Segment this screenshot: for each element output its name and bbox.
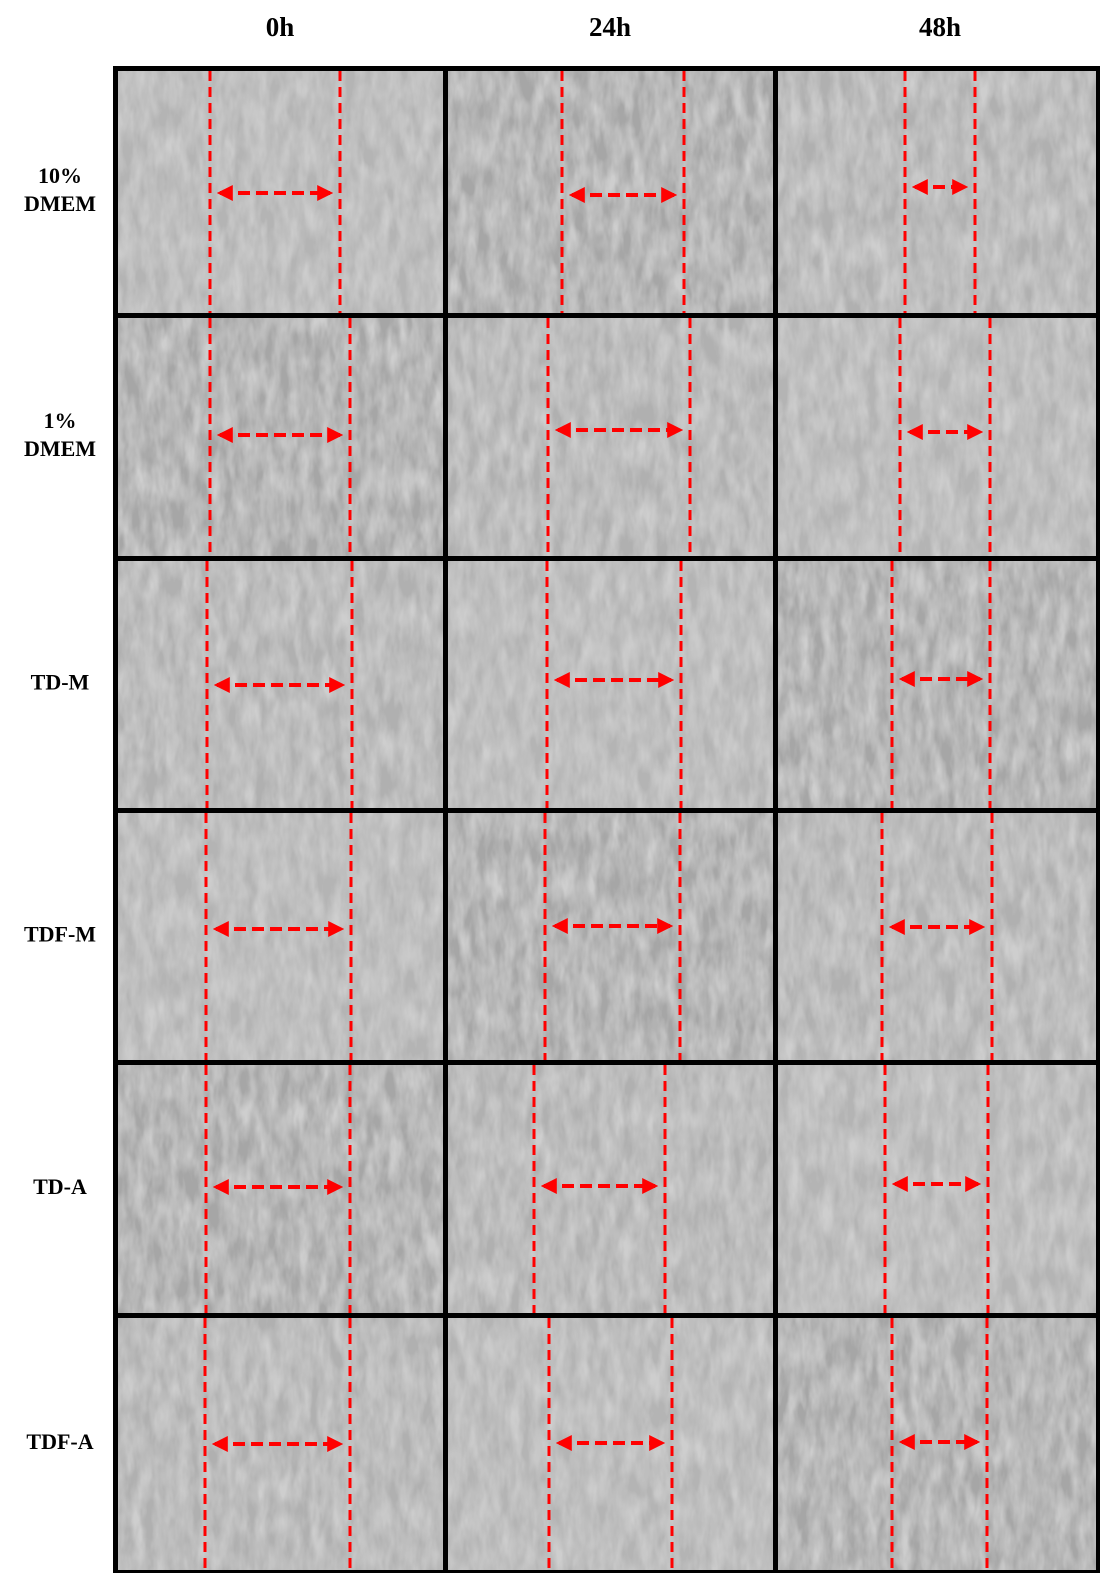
micrograph: [778, 1318, 1096, 1570]
micrograph-image: [448, 71, 773, 313]
micrograph: [448, 318, 773, 556]
micrograph-image: [778, 1065, 1096, 1313]
micrograph: [448, 1065, 773, 1313]
micrograph-image: [448, 1065, 773, 1313]
micrograph: [118, 318, 443, 556]
micrograph: [448, 813, 773, 1060]
row-label: DMEM: [24, 436, 96, 461]
column-header: 0h: [266, 12, 295, 42]
micrograph: [448, 71, 773, 313]
micrograph: [118, 1318, 443, 1570]
micrograph-image: [778, 813, 1096, 1060]
column-header: 48h: [919, 12, 961, 42]
micrograph: [448, 1318, 773, 1570]
micrograph-image: [778, 71, 1096, 313]
row-label: TDF-M: [24, 922, 96, 947]
micrograph-image: [448, 1318, 773, 1570]
micrograph-image: [448, 813, 773, 1060]
micrograph-image: [778, 561, 1096, 808]
micrograph-image: [778, 1318, 1096, 1570]
micrograph: [778, 813, 1096, 1060]
micrograph-image: [448, 318, 773, 556]
micrograph-image: [778, 318, 1096, 556]
row-label: TD-M: [31, 670, 90, 695]
row-label: 10%: [38, 163, 82, 188]
micrograph: [778, 1065, 1096, 1313]
row-label: TD-A: [33, 1174, 87, 1199]
micrograph: [778, 71, 1096, 313]
row-label: DMEM: [24, 191, 96, 216]
micrograph-image: [448, 561, 773, 808]
column-header: 24h: [589, 12, 631, 42]
micrograph: [118, 71, 443, 313]
figure: 0h 24h 48h 10% DMEM 1% DMEM TD-M TDF-M TD-A TDF-A: [0, 0, 1101, 1573]
micrograph: [118, 813, 443, 1060]
micrograph: [448, 561, 773, 808]
row-label: 1%: [44, 408, 77, 433]
micrograph: [118, 561, 443, 808]
micrograph-image: [118, 813, 443, 1060]
row-label: TDF-A: [26, 1429, 93, 1454]
micrograph: [778, 561, 1096, 808]
micrograph: [778, 318, 1096, 556]
micrograph: [118, 1065, 443, 1313]
